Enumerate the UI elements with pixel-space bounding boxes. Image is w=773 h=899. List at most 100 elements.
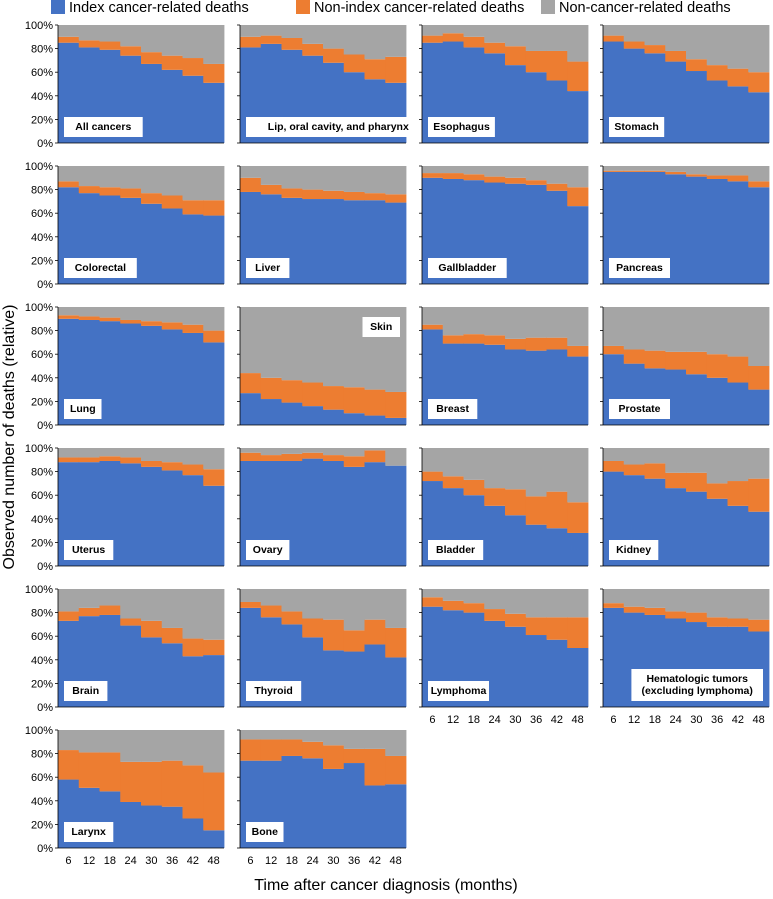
panels: 0%20%40%60%80%100%All cancers Lip, oral c… [25,20,770,867]
area-nonindex-thyroid-12 [260,605,282,618]
area-nonindex-lip-oral-cavity-and-pharynx-42 [364,59,386,80]
area-nonindex-esophagus-18 [463,36,485,48]
area-index-lung-12 [78,319,100,425]
area-index-ovary-18 [281,460,303,566]
area-index-pancreas-18 [644,171,666,284]
area-nonindex-bone-12 [260,739,282,761]
x-tick-label: 42 [187,855,199,867]
area-index-uterus-18 [99,460,121,566]
area-nonindex-lung-12 [78,316,100,320]
area-nonindex-prostate-6 [603,345,625,355]
area-nonindex-gallbladder-30 [505,177,527,184]
y-tick-label: 0% [37,843,53,855]
panel-title: Thyroid [254,685,293,697]
panel-title: Stomach [614,121,658,133]
area-noncancer-thyroid-42 [364,589,386,620]
area-nonindex-thyroid-42 [364,619,386,645]
area-nonindex-liver-12 [260,184,282,195]
area-index-uterus-42 [182,475,204,566]
area-index-ovary-42 [364,462,386,566]
area-index-lung-24 [120,323,142,425]
area-noncancer-colorectal-30 [141,166,163,194]
area-nonindex-colorectal-18 [99,187,121,196]
panel-pancreas: Pancreas [600,165,770,285]
area-index-thyroid-30 [323,650,345,707]
area-index-brain-36 [161,643,183,707]
area-noncancer-hematologic-tumors-excluding-lymphoma-48 [748,589,770,620]
area-index-stomach-30 [686,71,708,143]
area-nonindex-lip-oral-cavity-and-pharynx-36 [343,54,365,73]
area-nonindex-prostate-24 [665,351,687,370]
panel-brain: 0% 20% 40% 60% 80% 100% Brain [25,584,225,714]
area-nonindex-bone-18 [281,739,303,756]
area-nonindex-stomach-12 [623,41,645,49]
area-noncancer-gallbladder-48 [567,166,589,188]
x-tick-label: 36 [166,855,178,867]
x-tick-label: 12 [265,855,277,867]
area-index-lymphoma-24 [484,620,506,707]
area-index-kidney-36 [706,498,728,566]
area-nonindex-stomach-6 [603,35,625,42]
panel-label-skin: Skin [362,317,400,337]
panel-label-box [609,540,659,560]
area-noncancer-larynx-42 [182,730,204,766]
area-noncancer-uterus-36 [161,448,183,463]
area-nonindex-kidney-42 [727,481,749,506]
area-index-gallbladder-12 [442,178,464,284]
area-nonindex-larynx-36 [161,760,183,807]
area-index-ovary-12 [260,460,282,566]
area-nonindex-brain-36 [161,627,183,644]
area-nonindex-lung-36 [161,322,183,330]
area-noncancer-liver-12 [260,166,282,185]
area-index-ovary-48 [385,465,407,566]
panel-stomach: Stomach [600,24,770,144]
y-tick-label: 80% [31,467,53,479]
x-tick-label: 30 [145,855,157,867]
area-noncancer-lung-30 [141,307,163,322]
area-noncancer-all-cancers-48 [203,25,225,64]
area-noncancer-hematologic-tumors-excluding-lymphoma-6 [603,589,625,604]
area-noncancer-bladder-36 [525,448,547,497]
area-nonindex-larynx-48 [203,772,225,831]
x-tick-label: 12 [628,714,640,726]
y-tick-label: 60% [31,208,53,220]
area-nonindex-esophagus-24 [484,42,506,54]
area-index-bone-24 [302,758,324,848]
x-tick-label: 48 [571,714,583,726]
y-tick-label: 40% [31,514,53,526]
area-noncancer-ovary-48 [385,448,407,466]
area-index-stomach-36 [706,80,728,143]
area-nonindex-esophagus-6 [422,35,444,43]
area-index-gallbladder-48 [567,206,589,284]
area-noncancer-stomach-48 [748,25,770,73]
panel-hematologic-tumors-excluding-lymphoma: 6 12 18 24 30 36 42 48 Hematologic tumors(exclud… [600,588,770,726]
area-index-lung-30 [141,325,163,425]
area-nonindex-bladder-6 [422,471,444,482]
area-noncancer-bone-42 [364,730,386,749]
area-index-gallbladder-6 [422,177,444,284]
legend-label-index: Index cancer-related deaths [69,0,249,16]
area-noncancer-skin-18 [281,307,303,381]
area-noncancer-all-cancers-12 [78,25,100,41]
panel-esophagus: Esophagus [419,24,589,144]
area-nonindex-uterus-48 [203,469,225,486]
area-nonindex-pancreas-42 [727,175,749,182]
area-noncancer-gallbladder-18 [463,166,485,175]
area-noncancer-ovary-36 [343,448,365,457]
x-tick-label: 6 [247,855,253,867]
area-nonindex-lip-oral-cavity-and-pharynx-48 [385,56,407,83]
area-noncancer-bladder-6 [422,448,444,472]
legend-swatch-index [51,0,65,14]
area-noncancer-uterus-24 [120,448,142,458]
area-nonindex-lung-42 [182,324,204,333]
area-nonindex-ovary-30 [323,455,345,461]
area-noncancer-gallbladder-6 [422,166,444,174]
area-nonindex-bone-42 [364,748,386,786]
area-nonindex-larynx-12 [78,752,100,788]
area-noncancer-hematologic-tumors-excluding-lymphoma-42 [727,589,749,619]
panel-label-brain: Brain [64,681,108,701]
area-noncancer-bone-24 [302,730,324,742]
area-nonindex-lymphoma-6 [422,597,444,607]
area-nonindex-gallbladder-18 [463,174,485,181]
area-noncancer-gallbladder-36 [525,166,547,181]
